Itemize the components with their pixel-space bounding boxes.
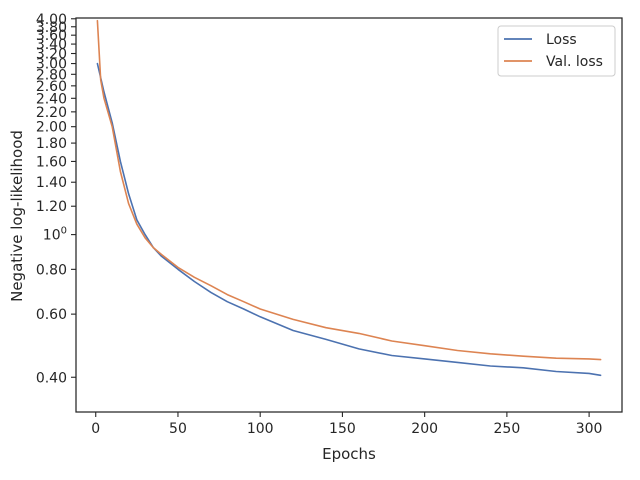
x-tick-label: 200 xyxy=(411,421,438,437)
x-tick-label: 250 xyxy=(494,421,521,437)
y-tick-label: 3.40 xyxy=(36,37,67,53)
y-tick-label: 1.40 xyxy=(36,175,67,191)
x-axis-label: Epochs xyxy=(322,445,376,463)
legend-label: Loss xyxy=(546,32,577,48)
legend: Loss Val. loss xyxy=(497,25,616,77)
x-tick-label: 150 xyxy=(329,421,356,437)
y-tick-label: 0.40 xyxy=(36,370,67,386)
x-tick-label: 100 xyxy=(247,421,274,437)
y-tick-label: 0.80 xyxy=(36,262,67,278)
y-tick-label: 4.00 xyxy=(36,12,67,28)
y-tick-label: 3.60 xyxy=(36,28,67,44)
y-tick-label: 1.60 xyxy=(36,154,67,170)
legend-label: Val. loss xyxy=(546,54,603,70)
series-line-loss xyxy=(96,62,602,377)
x-tick-label: 300 xyxy=(576,421,603,437)
y-axis-label: Negative log-likelihood xyxy=(8,130,26,302)
y-tick-label: 2.80 xyxy=(36,67,67,83)
y-tick-label: 2.20 xyxy=(36,105,67,121)
plot-area xyxy=(76,18,622,412)
series-line-val-loss xyxy=(96,19,602,361)
x-axis-ticks: 0 50 100 150 200 250 300 xyxy=(91,412,602,437)
y-tick-label: 3.00 xyxy=(36,57,67,73)
y-tick-label: 3.20 xyxy=(36,47,67,63)
y-tick-label: 2.00 xyxy=(36,120,67,136)
y-axis-ticks: 0.400.600.801001.201.401.601.802.002.202… xyxy=(36,12,76,386)
y-tick-label: 1.80 xyxy=(36,136,67,152)
plot-frame xyxy=(75,17,623,413)
x-tick-label: 50 xyxy=(169,421,187,437)
x-tick-label: 0 xyxy=(91,421,100,437)
y-tick-label: 1.20 xyxy=(36,199,67,215)
y-tick-label: 2.60 xyxy=(36,79,67,95)
series-lines xyxy=(96,19,602,377)
y-tick-label: 3.80 xyxy=(36,20,67,36)
y-tick-label: 100 xyxy=(43,226,67,244)
y-tick-label: 0.60 xyxy=(36,307,67,323)
y-tick-label: 2.40 xyxy=(36,91,67,107)
